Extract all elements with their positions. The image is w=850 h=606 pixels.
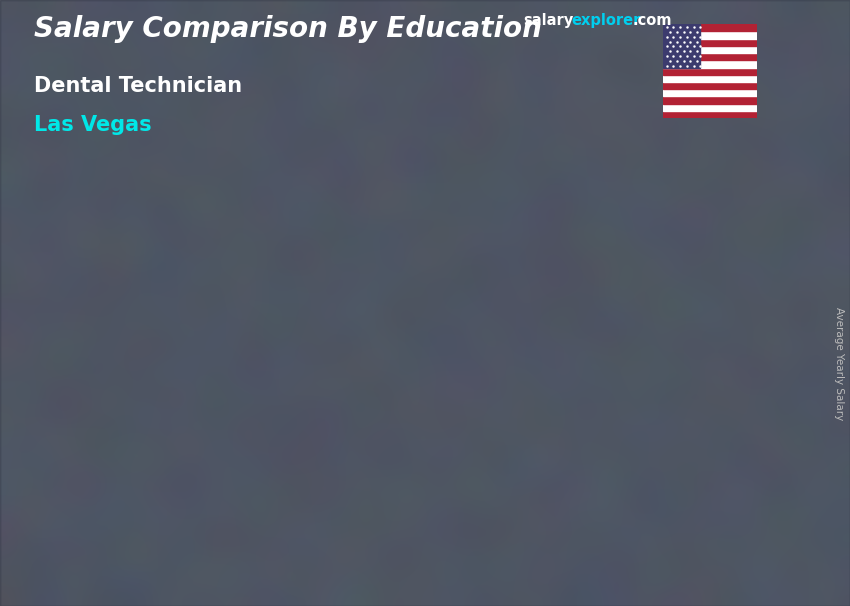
Text: Dental Technician: Dental Technician — [34, 76, 242, 96]
Bar — [663, 24, 756, 32]
Text: Average Yearly Salary: Average Yearly Salary — [834, 307, 844, 420]
Polygon shape — [138, 409, 348, 411]
Bar — [663, 75, 756, 82]
Bar — [663, 24, 700, 68]
Text: .com: .com — [632, 13, 672, 28]
Text: Las Vegas: Las Vegas — [34, 115, 151, 135]
Polygon shape — [138, 411, 332, 545]
Text: explorer: explorer — [571, 13, 641, 28]
Bar — [663, 89, 756, 96]
Polygon shape — [415, 291, 609, 545]
Text: 86,700 USD: 86,700 USD — [520, 259, 638, 278]
Text: 45,700 USD: 45,700 USD — [139, 376, 257, 394]
Text: Bachelor's Degree: Bachelor's Degree — [426, 559, 598, 578]
Bar — [663, 96, 756, 104]
Polygon shape — [609, 289, 626, 545]
Text: +90%: +90% — [316, 228, 416, 257]
Bar — [663, 68, 756, 75]
Bar — [663, 104, 756, 111]
Bar — [663, 111, 756, 118]
Bar — [663, 53, 756, 61]
Bar — [663, 39, 756, 46]
Bar — [663, 32, 756, 39]
Bar — [663, 61, 756, 68]
Bar — [663, 46, 756, 53]
Polygon shape — [332, 409, 348, 545]
Text: Salary Comparison By Education: Salary Comparison By Education — [34, 15, 542, 43]
Text: salary: salary — [523, 13, 573, 28]
Bar — [663, 82, 756, 89]
Polygon shape — [415, 289, 626, 291]
Text: Certificate or Diploma: Certificate or Diploma — [132, 559, 338, 578]
